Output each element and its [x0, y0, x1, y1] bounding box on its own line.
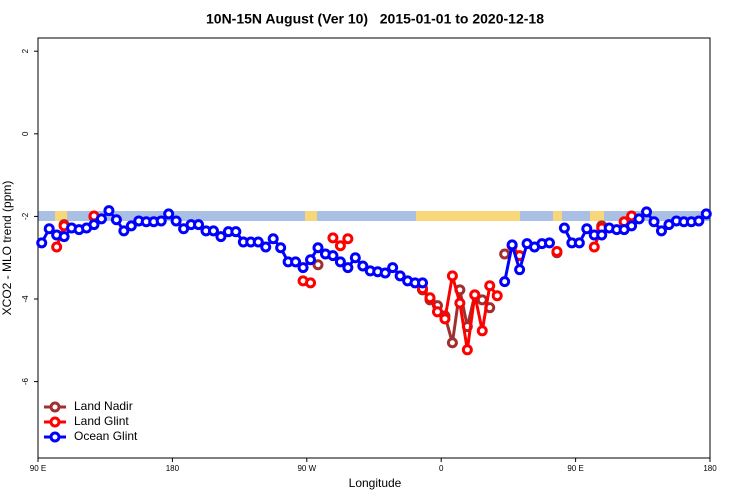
point [387, 262, 399, 274]
point [95, 213, 107, 225]
point [155, 215, 167, 227]
point [596, 229, 608, 241]
point [297, 262, 309, 274]
x-tick-label: 180 [703, 464, 717, 473]
legend-label: Ocean Glint [74, 429, 138, 443]
point [469, 289, 481, 301]
y-axis-label: XCO2 - MLO trend (ppm) [0, 181, 14, 316]
point [36, 237, 48, 249]
point [215, 231, 227, 243]
land-region [416, 211, 520, 221]
point [461, 344, 473, 356]
point [290, 256, 302, 268]
x-tick-label: 0 [439, 464, 444, 473]
point [267, 233, 279, 245]
point [275, 242, 287, 254]
point [394, 270, 406, 282]
point [118, 225, 130, 237]
point [446, 337, 458, 349]
point [312, 259, 324, 271]
point [342, 233, 354, 245]
legend-label: Land Nadir [74, 399, 133, 413]
series [36, 205, 712, 289]
series [51, 210, 638, 356]
point [327, 232, 339, 244]
point [491, 290, 503, 302]
x-tick-label: 90 W [297, 464, 316, 473]
point [170, 215, 182, 227]
point [514, 264, 526, 276]
chart-title: 10N-15N August (Ver 10) 2015-01-01 to 20… [206, 11, 544, 27]
land-mask-band [38, 211, 710, 221]
point [379, 267, 391, 279]
point [163, 208, 175, 220]
point [454, 297, 466, 309]
point [58, 231, 70, 243]
point [110, 214, 122, 226]
point [543, 237, 555, 249]
point [693, 215, 705, 227]
point [193, 219, 205, 231]
point [424, 292, 436, 304]
ocean-band [38, 211, 710, 221]
point [51, 241, 63, 253]
x-axis-label: Longitude [349, 476, 402, 490]
point [655, 225, 667, 237]
point [641, 206, 653, 218]
point [88, 219, 100, 231]
point [499, 276, 511, 288]
point [648, 216, 660, 228]
point [252, 236, 264, 248]
point [260, 241, 272, 253]
y-tick-label: 2 [21, 48, 30, 53]
legend-marker [49, 401, 61, 413]
point [349, 252, 361, 264]
legend-label: Land Glint [74, 414, 129, 428]
legend-marker [49, 431, 61, 443]
point [342, 262, 354, 274]
point [417, 277, 429, 289]
point [558, 222, 570, 234]
land-region [590, 211, 604, 221]
point [700, 208, 712, 220]
x-tick-label: 90 E [567, 464, 583, 473]
land-region [305, 211, 317, 221]
point [573, 237, 585, 249]
point [439, 313, 451, 325]
legend-marker [49, 416, 61, 428]
point [581, 223, 593, 235]
x-tick-label: 180 [166, 464, 180, 473]
point [305, 254, 317, 266]
point [431, 306, 443, 318]
point [312, 242, 324, 254]
point [633, 213, 645, 225]
point [446, 270, 458, 282]
point [551, 246, 563, 258]
point [588, 241, 600, 253]
y-tick-label: -4 [21, 295, 30, 303]
point [305, 277, 317, 289]
point [207, 225, 219, 237]
point [43, 223, 55, 235]
land-region [553, 211, 562, 221]
point [499, 248, 511, 260]
plot-frame [37, 37, 711, 459]
point [357, 260, 369, 272]
point [476, 325, 488, 337]
point [334, 256, 346, 268]
point [626, 220, 638, 232]
point [484, 280, 496, 292]
point [125, 220, 137, 232]
point [230, 226, 242, 238]
x-tick-label: 90 E [30, 464, 46, 473]
y-tick-label: -2 [21, 212, 30, 220]
land-region [55, 211, 67, 221]
y-tick-label: -6 [21, 377, 30, 385]
point [103, 205, 115, 217]
y-tick-label: 0 [21, 131, 30, 136]
point [334, 240, 346, 252]
point [327, 250, 339, 262]
point [506, 239, 518, 251]
